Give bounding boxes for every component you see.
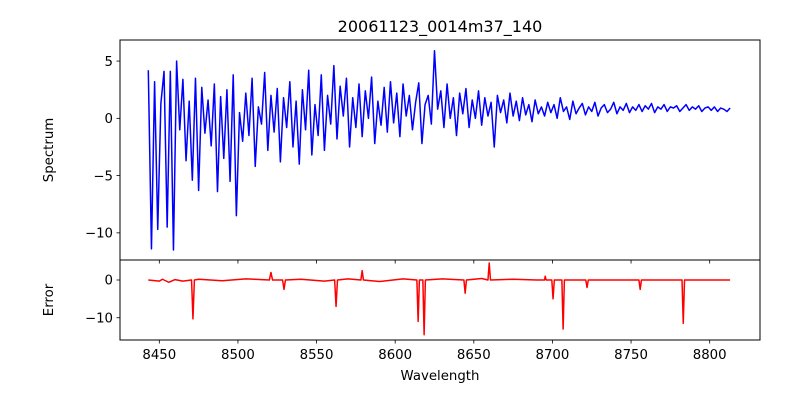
- error-axes-frame: [119, 259, 761, 341]
- error-series-line: [148, 262, 731, 336]
- xtick-label: 8600: [378, 348, 412, 363]
- spectrum-ytick-label: 5: [105, 55, 113, 70]
- spectrum-ytick-label: −10: [85, 227, 113, 242]
- spectrum-axes: [119, 39, 761, 341]
- error-ytick-label: −10: [85, 311, 113, 326]
- xlabel: Wavelength: [401, 369, 480, 384]
- xtick-label: 8800: [693, 348, 727, 363]
- spectrum-ytick-label: 0: [105, 112, 113, 127]
- error-ylabel: Error: [42, 283, 57, 316]
- spectrum-ylabel: Spectrum: [42, 118, 57, 182]
- error-ytick-label: 0: [105, 274, 113, 289]
- xtick-label: 8700: [536, 348, 570, 363]
- xtick-label: 8550: [300, 348, 334, 363]
- spectrum-ytick-label: −5: [93, 169, 113, 184]
- chart-title: 20061123_0014m37_140: [338, 17, 543, 37]
- spectrum-series-line: [147, 50, 731, 251]
- xtick-label: 8650: [457, 348, 491, 363]
- xtick-label: 8450: [142, 348, 176, 363]
- xtick-label: 8750: [614, 348, 648, 363]
- xtick-label: 8500: [221, 348, 255, 363]
